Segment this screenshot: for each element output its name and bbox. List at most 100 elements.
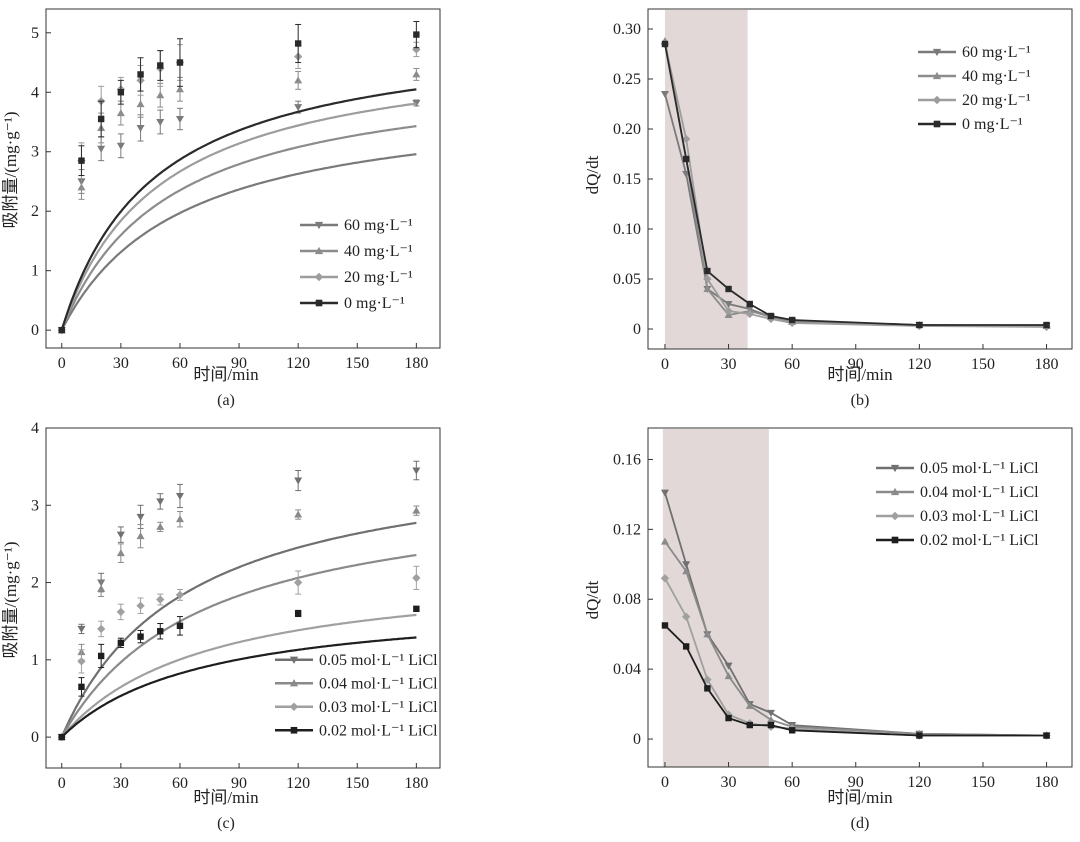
data-point [175, 116, 184, 124]
legend-marker [933, 120, 941, 128]
data-point [682, 643, 690, 650]
y-tick-label: 0 [633, 731, 641, 748]
x-tick-label: 90 [231, 775, 247, 792]
data-point [176, 59, 184, 66]
data-point [660, 91, 669, 98]
data-point [661, 622, 669, 629]
legend-marker [314, 246, 324, 255]
legend-marker [890, 464, 900, 473]
series-4 [661, 40, 1050, 329]
data-point [175, 85, 184, 93]
data-point [156, 91, 165, 99]
data-point [78, 683, 85, 691]
series-3 [57, 41, 421, 335]
panel-c: 0 30 60 90 120 150 180 0 1 2 3 4 时间/min 吸附量/(mg·g⁻¹) (… [1, 420, 441, 832]
fit-curve [60, 125, 417, 331]
data-point [77, 657, 86, 666]
y-axis-title: dQ/dt [583, 580, 602, 619]
data-point [136, 601, 145, 610]
legend-label: 60 mg·L⁻¹ [962, 44, 1031, 61]
panel-label: (a) [217, 392, 235, 409]
x-tick-label: 60 [784, 356, 800, 373]
data-point [724, 306, 733, 316]
legend-marker [289, 702, 299, 712]
x-tick-label: 0 [661, 356, 669, 373]
x-tick-label: 0 [58, 775, 66, 792]
x-axis-title: 时间/min [193, 365, 259, 384]
legend-label: 0.03 mol·L⁻¹ LiCl [920, 508, 1039, 525]
x-tick-label: 180 [1035, 356, 1059, 373]
legend-marker [314, 221, 324, 230]
series-4 [58, 605, 420, 741]
legend-label: 0.02 mol·L⁻¹ LiCl [319, 722, 438, 739]
y-tick-label: 0 [31, 729, 39, 746]
plot-frame [45, 427, 441, 769]
panel-d: 0 30 60 90 120 150 180 0 0.04 0.08 0.12 0.16 时间/min d… [583, 427, 1073, 832]
x-tick-label: 0 [661, 774, 669, 791]
legend-label: 0 mg·L⁻¹ [962, 116, 1023, 133]
data-point [97, 584, 106, 592]
data-point [724, 672, 733, 680]
data-point [724, 301, 733, 308]
data-point [156, 498, 165, 506]
data-point [412, 506, 421, 514]
data-point [137, 71, 144, 78]
data-point [156, 595, 165, 604]
y-axis-title: 吸附量/(mg·g⁻¹) [1, 112, 20, 229]
legend-label: 40 mg·L⁻¹ [344, 243, 413, 260]
fit-curve [60, 554, 417, 738]
x-axis-title: 时间/min [827, 788, 893, 807]
data-point [682, 155, 690, 163]
data-point [682, 561, 691, 569]
legend-label: 0.02 mol·L⁻¹ LiCl [920, 532, 1039, 549]
legend-label: 0.05 mol·L⁻¹ LiCl [319, 652, 438, 669]
data-point [412, 70, 421, 78]
data-point [116, 549, 125, 557]
x-tick-label: 150 [345, 775, 369, 792]
y-tick-label: 0 [31, 322, 39, 339]
data-point [77, 625, 86, 633]
data-point [294, 477, 303, 485]
legend: 0.05 mol·L⁻¹ LiCl 0.04 mol·L⁻¹ LiCl 0.03 m… [876, 460, 1039, 549]
legend: 60 mg·L⁻¹ 40 mg·L⁻¹ 20 mg·L⁻¹ 0 mg·L⁻¹ [918, 44, 1031, 133]
data-point [58, 326, 65, 334]
y-tick-label: 0.08 [613, 591, 641, 608]
fit-curve [60, 153, 417, 331]
y-tick-label: 0.25 [613, 71, 641, 88]
legend-marker [932, 95, 942, 105]
legend-label: 20 mg·L⁻¹ [962, 92, 1031, 109]
y-tick-label: 0 [633, 321, 641, 338]
legend-marker [314, 272, 324, 282]
data-point [136, 100, 145, 108]
data-point [294, 40, 302, 47]
data-point [916, 732, 923, 739]
legend-label: 20 mg·L⁻¹ [344, 269, 413, 286]
data-point [1043, 732, 1050, 739]
x-tick-label: 150 [971, 774, 995, 791]
data-point [116, 531, 125, 539]
legend-marker [890, 487, 900, 496]
data-point [788, 727, 796, 734]
data-point [412, 573, 421, 583]
y-tick-label: 2 [31, 575, 39, 592]
x-tick-label: 30 [113, 775, 129, 792]
data-point [294, 104, 303, 112]
data-point [703, 630, 712, 638]
data-point [1043, 321, 1050, 329]
data-point [176, 622, 184, 630]
data-point [766, 709, 775, 717]
x-tick-label: 30 [721, 356, 737, 373]
x-tick-label: 150 [971, 356, 995, 373]
legend-marker [932, 71, 942, 80]
y-tick-label: 3 [31, 144, 39, 161]
data-point [704, 267, 711, 275]
legend-marker [891, 536, 899, 544]
y-tick-label: 0.04 [613, 661, 641, 678]
y-tick-label: 0.30 [613, 21, 641, 38]
fit-curve [61, 636, 417, 738]
legend-label: 0.05 mol·L⁻¹ LiCl [920, 460, 1039, 477]
y-tick-label: 0.05 [613, 271, 641, 288]
y-tick-label: 1 [31, 652, 39, 669]
y-tick-label: 1 [31, 263, 39, 280]
data-point [788, 316, 796, 324]
